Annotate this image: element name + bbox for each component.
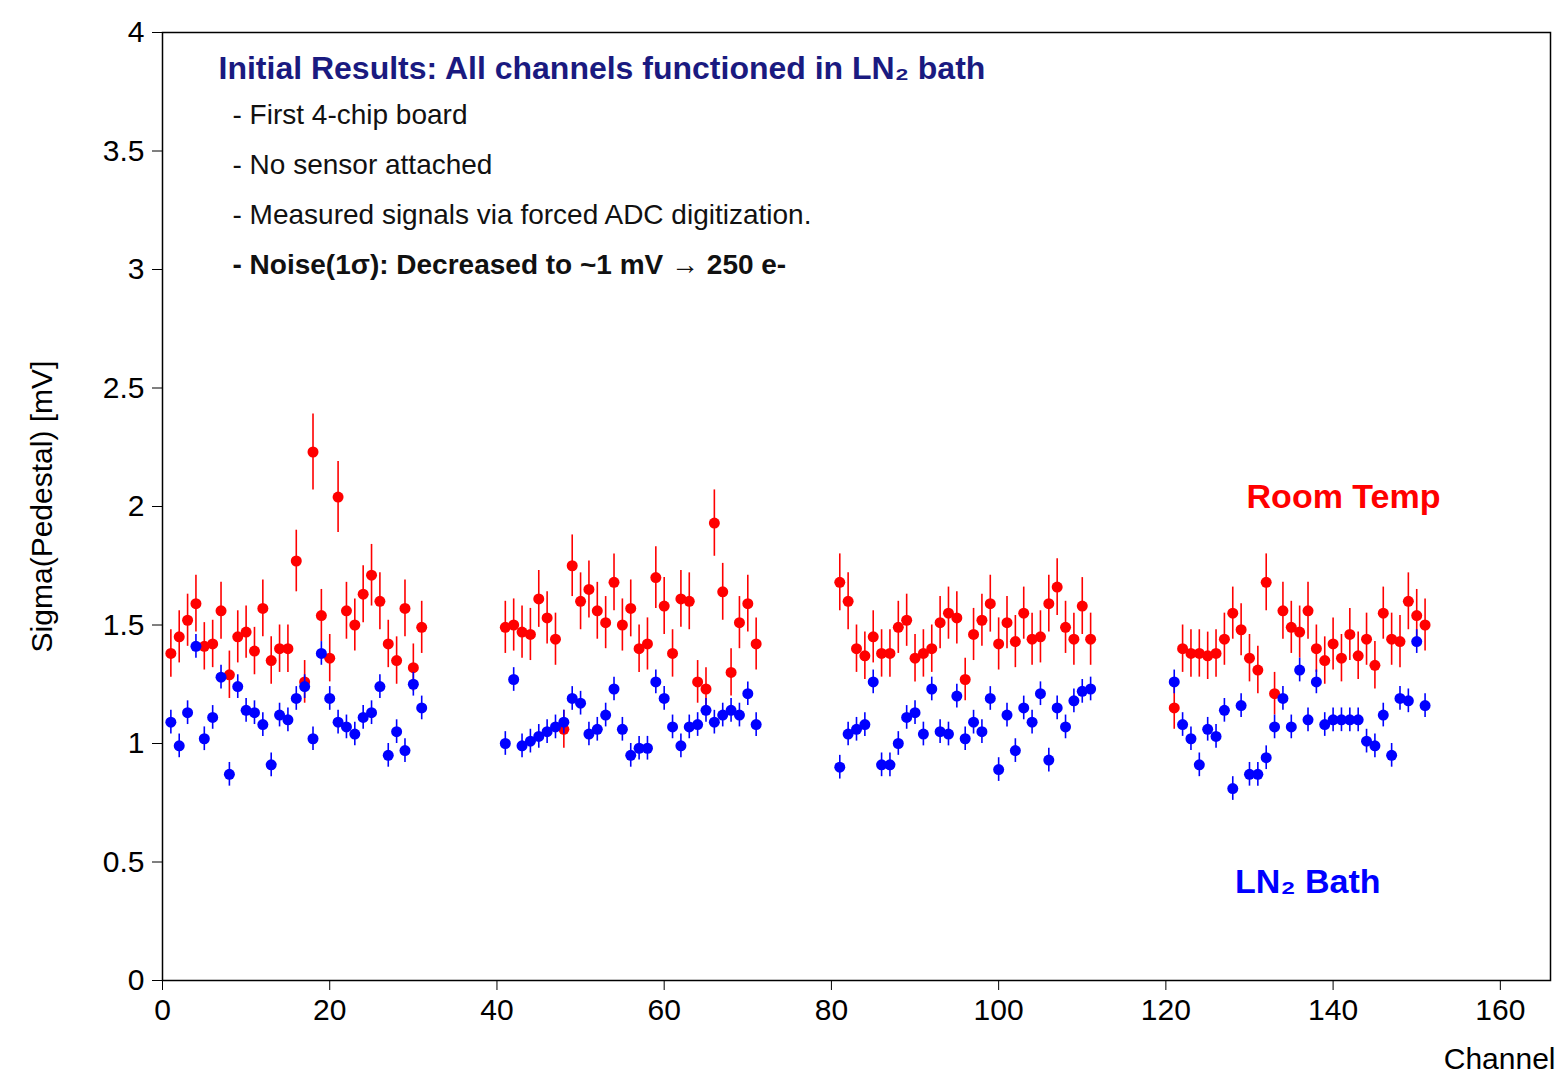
svg-text:3.5: 3.5 <box>103 134 145 167</box>
svg-text:100: 100 <box>974 993 1024 1026</box>
svg-text:120: 120 <box>1141 993 1191 1026</box>
svg-text:- No sensor attached: - No sensor attached <box>233 149 493 180</box>
svg-text:3: 3 <box>128 252 145 285</box>
svg-text:2.5: 2.5 <box>103 371 145 404</box>
svg-text:Room Temp: Room Temp <box>1247 477 1441 515</box>
svg-text:LN₂ Bath: LN₂ Bath <box>1235 862 1380 900</box>
svg-text:- Measured signals via forced: - Measured signals via forced ADC digiti… <box>233 199 812 230</box>
svg-text:20: 20 <box>313 993 346 1026</box>
svg-text:60: 60 <box>647 993 680 1026</box>
svg-text:1.5: 1.5 <box>103 608 145 641</box>
svg-text:4: 4 <box>128 15 145 48</box>
svg-text:140: 140 <box>1308 993 1358 1026</box>
svg-text:2: 2 <box>128 489 145 522</box>
svg-text:0: 0 <box>128 963 145 996</box>
svg-text:- Noise(1σ): Decreased to ~1 m: - Noise(1σ): Decreased to ~1 mV → 250 e- <box>233 249 787 280</box>
svg-text:- First 4-chip board: - First 4-chip board <box>233 99 468 130</box>
svg-text:0.5: 0.5 <box>103 845 145 878</box>
svg-text:Sigma(Pedestal) [mV]: Sigma(Pedestal) [mV] <box>25 361 58 653</box>
svg-text:40: 40 <box>480 993 513 1026</box>
svg-text:0: 0 <box>154 993 171 1026</box>
svg-text:160: 160 <box>1475 993 1525 1026</box>
svg-text:Channel: Channel <box>1444 1042 1556 1075</box>
svg-text:1: 1 <box>128 726 145 759</box>
svg-text:Initial Results: All channels: Initial Results: All channels functioned… <box>219 50 986 86</box>
svg-text:80: 80 <box>815 993 848 1026</box>
